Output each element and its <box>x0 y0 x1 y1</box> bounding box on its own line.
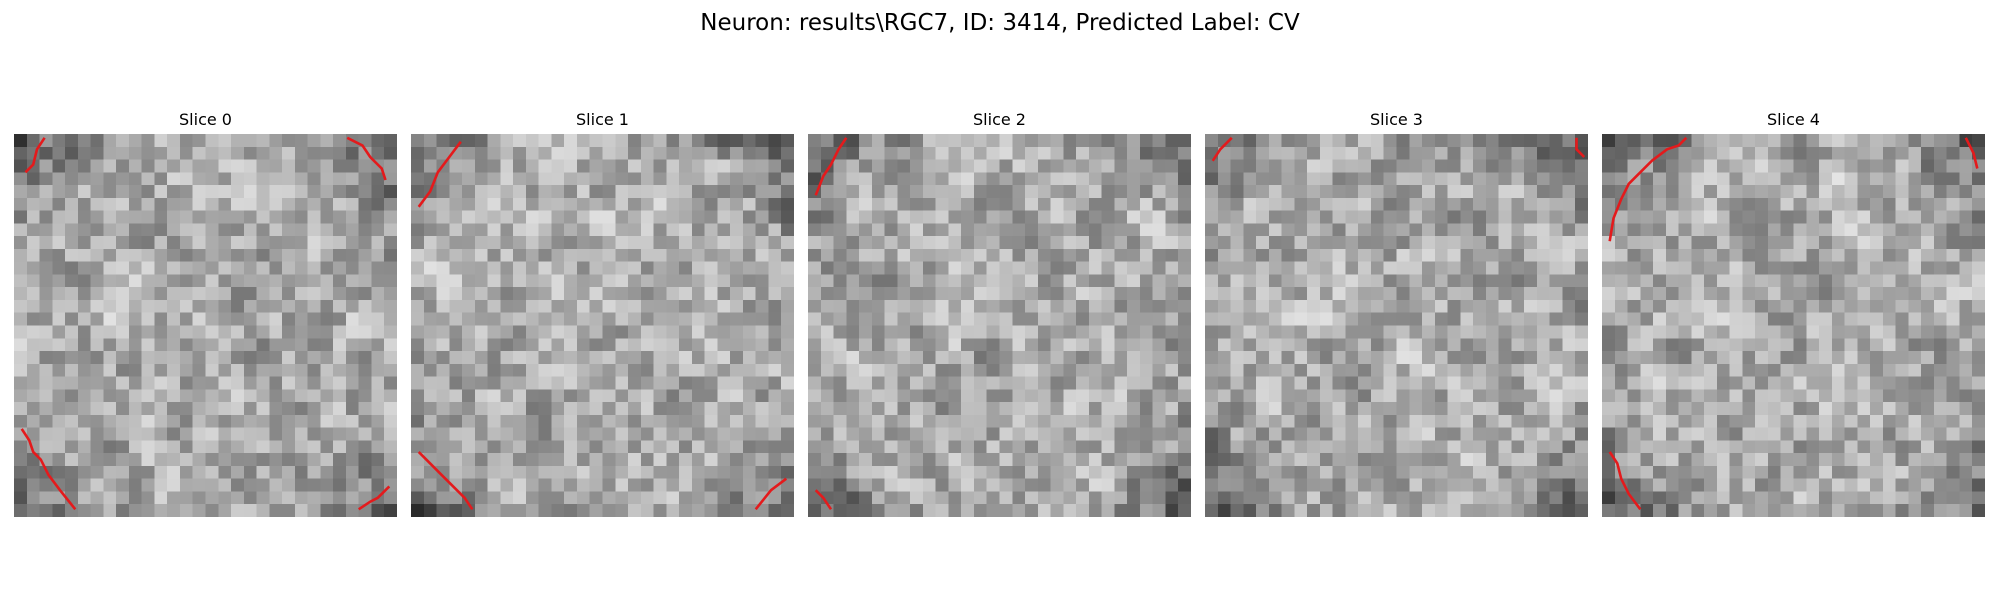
contour-line <box>20 428 77 511</box>
figure-title: Neuron: results\RGC7, ID: 3414, Predicte… <box>700 10 1300 36</box>
slice-image-0 <box>14 134 397 517</box>
slice-0-pixels <box>14 134 397 517</box>
slice-3-pixels <box>1205 134 1588 517</box>
contour-line <box>814 489 833 511</box>
contour-line <box>1608 136 1688 242</box>
slice-image-2 <box>808 134 1191 517</box>
contour-line <box>24 137 46 174</box>
panel-title-slice-2: Slice 2 <box>973 110 1026 129</box>
panel-title-slice-0: Slice 0 <box>179 110 232 129</box>
slice-4-pixels <box>1602 134 1985 517</box>
contour-line <box>357 485 391 511</box>
contour-line <box>417 140 462 208</box>
slice-image-1 <box>411 134 794 517</box>
contour-line <box>1964 137 1979 169</box>
slice-2-pixels <box>808 134 1191 517</box>
panel-title-slice-4: Slice 4 <box>1767 110 1820 129</box>
contour-line <box>1608 451 1642 511</box>
slice-1-pixels <box>411 134 794 517</box>
contour-line <box>417 450 474 511</box>
panel-title-slice-1: Slice 1 <box>576 110 629 129</box>
contour-line <box>814 137 848 196</box>
slice-image-3 <box>1205 134 1588 517</box>
contour-line <box>754 477 788 511</box>
contour-line <box>1575 137 1586 158</box>
contour-line <box>1211 136 1233 162</box>
contour-line <box>346 136 387 181</box>
slice-image-4 <box>1602 134 1985 517</box>
panel-title-slice-3: Slice 3 <box>1370 110 1423 129</box>
